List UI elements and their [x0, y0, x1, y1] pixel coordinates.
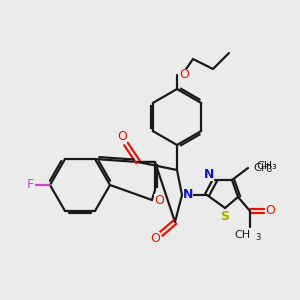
Text: CH₃: CH₃	[256, 161, 277, 171]
Text: O: O	[179, 68, 189, 82]
Text: F: F	[26, 178, 34, 191]
Text: 3: 3	[255, 232, 260, 242]
Text: 3: 3	[266, 166, 272, 175]
Text: S: S	[220, 209, 230, 223]
Text: O: O	[150, 232, 160, 244]
Text: O: O	[117, 130, 127, 142]
Text: O: O	[154, 194, 164, 206]
Text: O: O	[265, 205, 275, 218]
Text: N: N	[204, 167, 214, 181]
Text: CH: CH	[234, 230, 250, 240]
Text: CH: CH	[253, 163, 269, 173]
Text: N: N	[183, 188, 193, 202]
